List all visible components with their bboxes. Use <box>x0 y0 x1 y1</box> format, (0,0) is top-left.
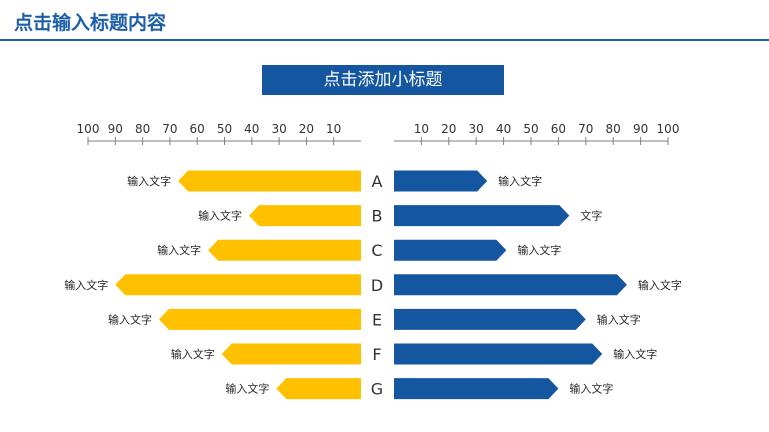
category-label-b: B <box>372 207 383 226</box>
right-bar-label-d: 输入文字 <box>638 278 682 292</box>
left-bar-label-b: 输入文字 <box>198 209 242 223</box>
right-bar-label-e: 输入文字 <box>597 312 641 326</box>
category-label-a: A <box>372 172 383 191</box>
right-axis-tick-label: 40 <box>496 122 511 136</box>
page-title: 点击输入标题内容 <box>14 12 167 34</box>
left-axis-tick-label: 30 <box>271 122 286 136</box>
left-axis-tick-label: 10 <box>326 122 341 136</box>
subtitle-banner: 点击添加小标题 <box>262 65 504 95</box>
left-axis-tick-label: 40 <box>244 122 259 136</box>
left-bar-label-c: 输入文字 <box>157 243 201 257</box>
left-axis-tick-label: 90 <box>108 122 123 136</box>
category-label-f: F <box>372 345 381 364</box>
left-bar-label-a: 输入文字 <box>127 174 171 188</box>
right-axis-tick-label: 90 <box>633 122 648 136</box>
right-bar-a <box>394 170 488 192</box>
left-bar-b <box>249 205 361 227</box>
right-bar-label-a: 输入文字 <box>498 174 542 188</box>
right-axis-tick-label: 20 <box>441 122 456 136</box>
right-bar-b <box>394 205 570 227</box>
left-axis-tick-label: 60 <box>190 122 205 136</box>
category-label-c: C <box>371 241 382 260</box>
left-axis-tick-label: 20 <box>299 122 314 136</box>
right-bar-e <box>394 308 586 330</box>
left-axis-tick-label: 70 <box>162 122 177 136</box>
left-axis-tick-label: 80 <box>135 122 150 136</box>
right-bar-label-c: 输入文字 <box>517 243 561 257</box>
right-axis-tick-label: 70 <box>578 122 593 136</box>
category-label-g: G <box>371 380 383 399</box>
left-bar-f <box>221 343 361 365</box>
left-bar-label-g: 输入文字 <box>225 382 269 396</box>
left-axis-tick-label: 50 <box>217 122 232 136</box>
left-bar-label-f: 输入文字 <box>171 347 215 361</box>
left-bar-g <box>276 378 361 400</box>
left-bar-label-d: 输入文字 <box>64 278 108 292</box>
right-axis-tick-label: 50 <box>523 122 538 136</box>
right-axis-tick-label: 10 <box>414 122 429 136</box>
right-axis-tick-label: 60 <box>551 122 566 136</box>
left-bar-c <box>208 239 361 261</box>
category-label-d: D <box>371 276 383 295</box>
left-bar-a <box>178 170 361 192</box>
left-axis-tick-label: 100 <box>77 122 100 136</box>
right-bar-label-f: 输入文字 <box>613 347 657 361</box>
right-bar-label-g: 输入文字 <box>569 382 613 396</box>
left-bar-label-e: 输入文字 <box>108 312 152 326</box>
right-axis-tick-label: 100 <box>657 122 680 136</box>
category-label-e: E <box>372 310 382 329</box>
right-bar-g <box>394 378 559 400</box>
right-bar-c <box>394 239 507 261</box>
right-bar-label-b: 文字 <box>580 209 602 223</box>
right-bar-f <box>394 343 603 365</box>
right-axis-tick-label: 30 <box>469 122 484 136</box>
right-axis-tick-label: 80 <box>606 122 621 136</box>
title-divider <box>0 39 769 41</box>
right-bar-d <box>394 274 627 296</box>
left-bar-e <box>158 308 361 330</box>
left-bar-d <box>115 274 361 296</box>
